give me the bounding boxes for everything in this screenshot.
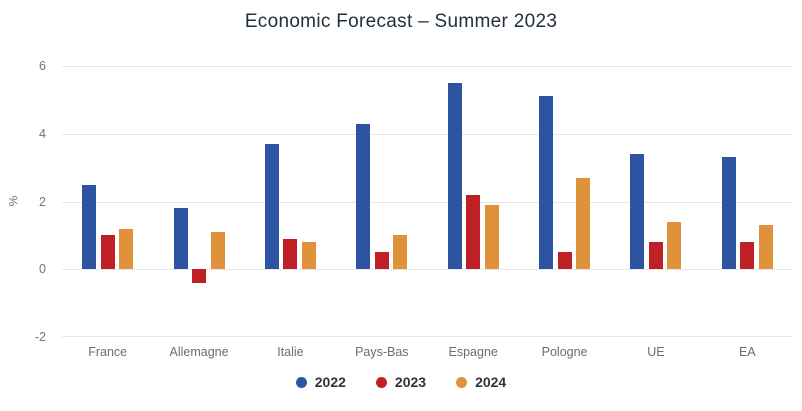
- bar-2024-ea: [758, 225, 773, 270]
- legend-item-2022[interactable]: 2022: [295, 374, 346, 390]
- bar-2022-ue: [630, 154, 645, 270]
- bar-2023-pologne: [557, 252, 572, 270]
- gridline: [62, 66, 793, 67]
- bar-2024-pays-bas: [393, 235, 408, 270]
- x-tick-label-espagne: Espagne: [448, 345, 498, 359]
- legend: 2022 2023 2024: [0, 374, 802, 390]
- bar-2022-espagne: [447, 82, 462, 270]
- chart-title: Economic Forecast – Summer 2023: [244, 11, 558, 32]
- bar-2023-espagne: [466, 194, 481, 270]
- y-tick-label: 4: [39, 126, 46, 141]
- legend-dot-icon: [295, 376, 307, 388]
- y-axis-ticks: 6 4 2 0 -2: [0, 59, 46, 344]
- plot-area: [62, 66, 793, 337]
- legend-item-2024[interactable]: 2024: [456, 374, 506, 390]
- bar-2022-allemagne: [173, 208, 188, 270]
- x-tick-label-ue: UE: [647, 345, 665, 359]
- x-tick-label-france: France: [88, 345, 128, 359]
- bar-2023-france: [100, 235, 115, 270]
- legend-dot-icon: [456, 376, 468, 388]
- bar-2024-espagne: [484, 204, 499, 270]
- bar-2022-ea: [721, 157, 736, 270]
- bar-2023-ea: [740, 242, 755, 270]
- bar-2024-allemagne: [210, 231, 225, 270]
- x-tick-label-italie: Italie: [277, 345, 304, 359]
- bar-2022-pays-bas: [356, 123, 371, 270]
- legend-label: 2023: [394, 374, 427, 390]
- gridline: [62, 336, 793, 337]
- y-tick-label: 2: [39, 194, 46, 209]
- bar-2022-pologne: [539, 96, 554, 270]
- y-tick-label: 6: [39, 59, 46, 73]
- x-axis-labels: France Allemagne Italie Pays-Bas Espagne Polo…: [62, 344, 793, 362]
- y-tick-label: -2: [34, 330, 46, 344]
- legend-dot-icon: [375, 376, 387, 388]
- gridline: [62, 201, 793, 203]
- x-tick-label-ea: EA: [738, 345, 756, 359]
- gridline: [62, 133, 793, 135]
- bar-2024-pologne: [576, 177, 591, 270]
- legend-label: 2024: [475, 374, 507, 390]
- bar-2023-italie: [283, 238, 298, 270]
- y-tick-label: 0: [39, 262, 46, 277]
- x-tick-label-pologne: Pologne: [541, 345, 588, 359]
- x-tick-label-allemagne: Allemagne: [169, 345, 229, 359]
- bar-2022-france: [82, 184, 97, 270]
- bar-2024-ue: [667, 221, 682, 270]
- bar-2023-ue: [648, 242, 663, 270]
- bar-2023-allemagne: [192, 269, 207, 283]
- x-tick-label-pays-bas: Pays-Bas: [355, 345, 409, 359]
- legend-label: 2022: [314, 374, 346, 390]
- bar-2024-italie: [301, 242, 316, 270]
- gridline: [62, 269, 793, 271]
- bar-2022-italie: [264, 143, 279, 270]
- legend-item-2023[interactable]: 2023: [375, 374, 427, 390]
- bar-2023-pays-bas: [374, 252, 389, 270]
- bar-2024-france: [119, 228, 134, 270]
